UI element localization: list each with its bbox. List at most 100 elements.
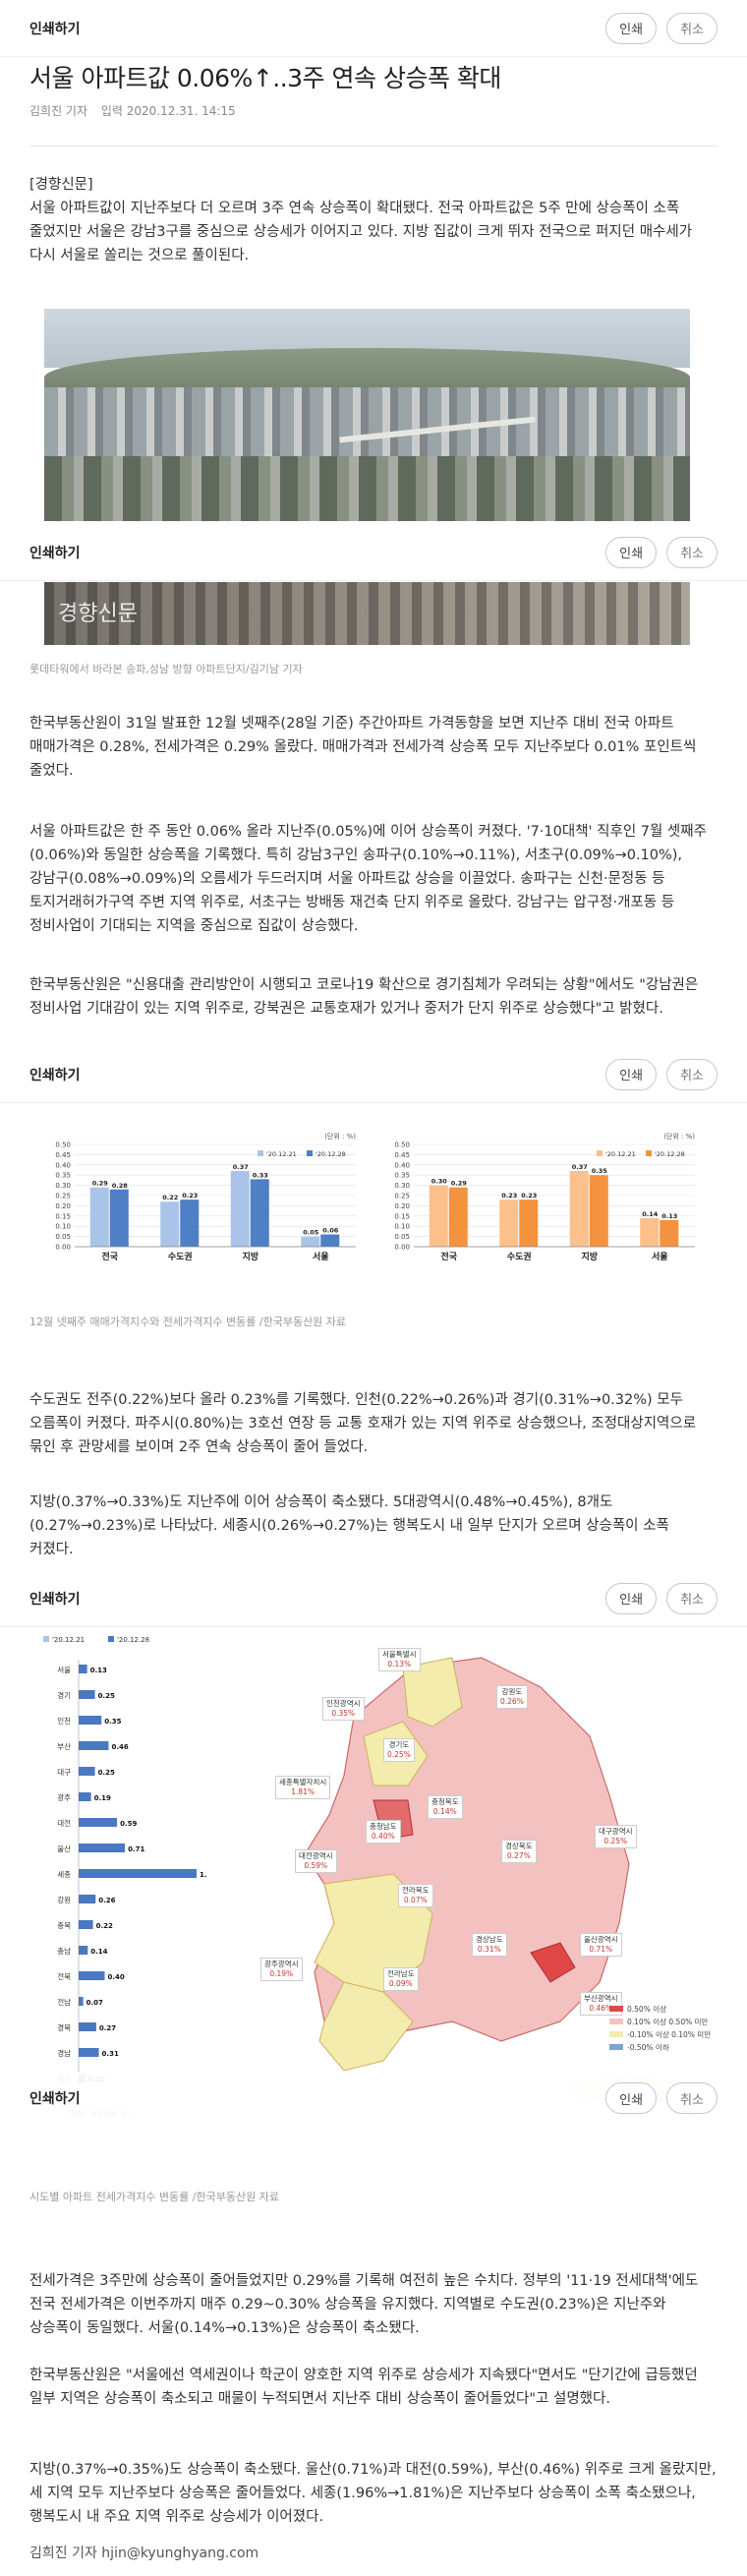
byline: 김희진 기자 입력 2020.12.31. 14:15: [29, 102, 246, 119]
legend-swatch: [646, 1150, 652, 1156]
paragraph: 서울 아파트값은 한 주 동안 0.06% 올라 지난주(0.05%)에 이어 …: [29, 824, 707, 934]
article-photo: [44, 309, 690, 521]
cancel-button[interactable]: 취소: [666, 2082, 718, 2114]
legend-item: 0.10% 이상 0.50% 미만: [609, 2017, 711, 2027]
chart-svg: (단위 : %) 0.00 0.05 0.10 0.15 0.20 0.25 0.30 0.35…: [55, 1132, 356, 1262]
bar: [79, 1665, 87, 1673]
y-tick-label: 0.20: [55, 1202, 71, 1210]
map-region-label: 광주광역시 0.19%: [260, 1958, 303, 1981]
y-tick-label: 0.35: [394, 1172, 410, 1180]
y-tick-label: 0.05: [394, 1233, 410, 1241]
region-value: 0.26%: [500, 1697, 524, 1706]
bar: [569, 1171, 589, 1247]
data-label: 0.25: [98, 1692, 115, 1700]
category-label: 경북: [57, 2022, 71, 2032]
bar: [89, 1187, 109, 1247]
y-tick-label: 0.45: [55, 1151, 71, 1159]
category-label: 충북: [57, 1921, 71, 1930]
map-region-label: 세종특별자치시 1.81%: [275, 1776, 331, 1799]
data-label: 0.22: [162, 1194, 178, 1201]
data-label: 0.33: [253, 1171, 268, 1179]
legend-swatch: [108, 1636, 114, 1642]
source-tag: [경향신문]: [29, 177, 93, 193]
map-region-label: 서울특별시 0.13%: [378, 1648, 421, 1671]
legend-label: '20.12.21: [266, 1150, 297, 1158]
data-label: 0.30: [431, 1178, 448, 1186]
data-label: 0.14: [642, 1210, 659, 1218]
print-button[interactable]: 인쇄: [605, 12, 658, 44]
regional-bar-chart: '20.12.21 '20.12.28 서울 0.13 경기 0.25 인천 0.35 부산 0.…: [43, 1636, 206, 2118]
paragraph: 수도권도 전주(0.22%)보다 올라 0.23%를 기록했다. 인천(0.22…: [29, 1392, 697, 1455]
region-value: 0.35%: [331, 1709, 356, 1718]
y-tick-label: 0.15: [394, 1212, 410, 1220]
y-tick-label: 0.50: [55, 1142, 71, 1149]
print-toolbar: 인쇄하기 인쇄 취소: [0, 2072, 747, 2125]
y-tick-label: 0.30: [55, 1182, 71, 1190]
cancel-button[interactable]: 취소: [666, 12, 718, 44]
data-label: 0.23: [501, 1192, 517, 1200]
legend-swatch: [609, 2031, 623, 2037]
bar: [250, 1179, 269, 1247]
print-toolbar: 인쇄하기 인쇄 취소: [0, 0, 747, 57]
print-title: 인쇄하기: [29, 2091, 81, 2107]
bar: [499, 1200, 519, 1247]
map-region-label: 대전광역시 0.59%: [295, 1849, 337, 1873]
category-label: 서울: [57, 1666, 71, 1674]
legend-swatch: [307, 1150, 313, 1156]
bar: [79, 1792, 91, 1801]
y-tick-label: 0.05: [55, 1233, 71, 1241]
map-region-label: 강원도 0.26%: [496, 1685, 528, 1709]
print-title: 인쇄하기: [29, 1591, 81, 1608]
cancel-button[interactable]: 취소: [666, 1582, 718, 1614]
data-label: 0.05: [303, 1229, 319, 1237]
regional-map-graphic: '20.12.21 '20.12.28 서울 0.13 경기 0.25 인천 0.35 부산 0.…: [29, 1628, 718, 2120]
data-label: 0.71: [128, 1845, 144, 1853]
cancel-button[interactable]: 취소: [666, 536, 718, 568]
unit-label: (단위 : %): [663, 1132, 695, 1141]
legend-label: -0.10% 이상 0.10% 미만: [627, 2030, 712, 2039]
y-tick-label: 0.50: [394, 1142, 410, 1149]
map-region-label: 울산광역시 0.71%: [580, 1933, 622, 1957]
legend-label: '20.12.28: [655, 1150, 685, 1158]
print-button[interactable]: 인쇄: [605, 536, 658, 568]
photo-watermark: 경향신문: [58, 602, 138, 626]
region-name: 인천광역시: [326, 1699, 361, 1708]
cancel-button[interactable]: 취소: [666, 1058, 718, 1090]
data-label: 0.59: [120, 1820, 137, 1828]
map-region-label: 대구광역시 0.25%: [595, 1825, 637, 1848]
region-value: 0.46%: [589, 2004, 613, 2013]
print-button[interactable]: 인쇄: [605, 1582, 658, 1614]
map-legend: 0.50% 이상 0.10% 이상 0.50% 미만 -0.10% 이상 0.10%…: [609, 2002, 711, 2055]
category-label: 울산: [57, 1844, 71, 1853]
region-name: 광주광역시: [264, 1960, 299, 1968]
paragraph: 한국부동산원은 "서울에선 역세권이나 학군이 양호한 지역 위주로 상승세가 …: [29, 2368, 698, 2407]
print-button[interactable]: 인쇄: [605, 1058, 658, 1090]
reporter-signature: 김희진 기자 hjin@kyunghyang.com: [29, 2546, 259, 2561]
legend-swatch: [609, 2006, 623, 2012]
y-tick-label: 0.10: [394, 1223, 410, 1231]
bar: [180, 1200, 200, 1247]
category-label: 부산: [57, 1741, 71, 1751]
region-value: 0.13%: [387, 1660, 412, 1669]
category-label: 충남: [57, 1947, 71, 1956]
data-label: 0.29: [451, 1180, 468, 1188]
data-label: 0.06: [322, 1227, 339, 1235]
data-label: 1.81: [200, 1871, 206, 1879]
bar: [79, 1716, 102, 1725]
bar: [160, 1201, 180, 1247]
print-button[interactable]: 인쇄: [605, 2082, 658, 2114]
region-value: 0.40%: [371, 1832, 395, 1841]
region-name: 전라남도: [387, 1969, 415, 1978]
region-name: 서울특별시: [382, 1650, 417, 1659]
y-tick-label: 0.40: [394, 1161, 410, 1169]
data-label: 0.35: [104, 1718, 121, 1726]
data-label: 0.35: [592, 1167, 608, 1175]
region-value: 0.19%: [269, 1969, 294, 1978]
map-region-label: 충청남도 0.40%: [366, 1820, 401, 1844]
x-tick-label: 수도권: [168, 1251, 193, 1262]
bar: [79, 1741, 109, 1750]
region-value: 0.71%: [589, 1945, 613, 1954]
legend-swatch: [609, 2019, 623, 2024]
bar: [79, 1767, 95, 1776]
x-tick-label: 전국: [440, 1251, 457, 1262]
